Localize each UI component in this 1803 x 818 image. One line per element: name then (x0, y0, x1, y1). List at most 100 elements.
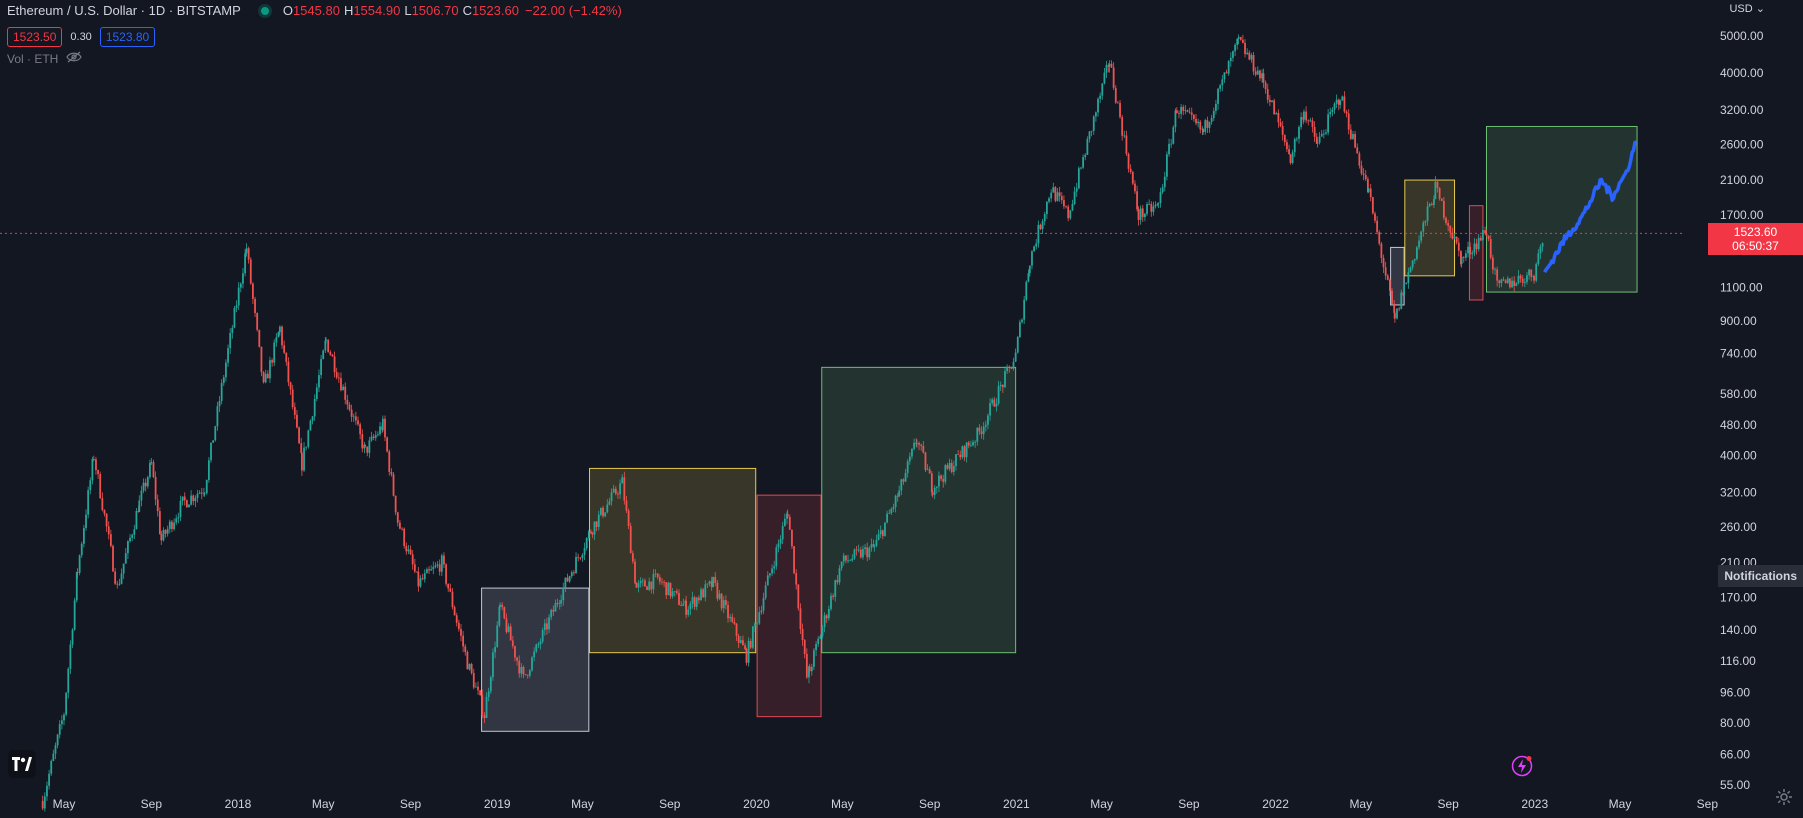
candle (731, 613, 734, 623)
notifications-button[interactable]: Notifications (1718, 565, 1803, 587)
candle (492, 648, 494, 681)
candle (150, 457, 153, 465)
symbol-title[interactable]: Ethereum / U.S. Dollar · 1D · BITSTAMP (7, 3, 241, 18)
candle (819, 634, 822, 639)
candle (1108, 60, 1111, 73)
candle (1252, 52, 1255, 76)
lightning-icon[interactable] (1511, 755, 1533, 777)
candle (89, 477, 92, 495)
range-box-green[interactable] (821, 366, 1017, 654)
candle (501, 602, 504, 611)
candle (896, 492, 899, 502)
buy-button[interactable]: 1523.80 (99, 27, 156, 47)
range-box-red[interactable] (756, 494, 822, 718)
candle (646, 585, 648, 591)
sell-button[interactable]: 1523.50 (7, 27, 63, 47)
candle (1097, 97, 1099, 117)
candle (146, 475, 149, 489)
candle (617, 491, 619, 499)
candle (1506, 276, 1509, 285)
candle (1309, 117, 1312, 123)
candle (1137, 206, 1140, 226)
candle (568, 575, 571, 584)
candle (1080, 166, 1082, 170)
candle (817, 636, 820, 647)
y-tick-label: 80.00 (1720, 716, 1750, 730)
candle (1256, 66, 1259, 76)
candle (904, 468, 907, 483)
candle (1539, 244, 1542, 259)
candle (231, 324, 234, 339)
candle (1407, 267, 1410, 289)
candle (124, 547, 127, 564)
candle (432, 561, 435, 575)
tradingview-logo-icon[interactable] (8, 750, 36, 778)
candle (1121, 114, 1124, 141)
candle (1460, 254, 1463, 268)
eye-off-icon[interactable] (66, 51, 83, 66)
candle (541, 627, 544, 644)
candle (1048, 196, 1050, 204)
candle (289, 381, 292, 395)
candle (320, 354, 322, 379)
candle (283, 340, 286, 355)
candle (388, 449, 391, 476)
candle (1262, 68, 1265, 88)
candle (888, 509, 891, 514)
currency-selector[interactable]: USD ⌄ (1729, 2, 1765, 15)
candle (423, 569, 426, 583)
candle (1523, 278, 1526, 288)
range-box-gray[interactable] (481, 587, 590, 732)
candle (350, 404, 353, 422)
candle (830, 592, 832, 611)
candle (1225, 69, 1228, 74)
y-tick-label: 170.00 (1720, 591, 1757, 605)
candle (1268, 94, 1271, 107)
candle (864, 544, 866, 555)
candle (212, 440, 215, 443)
candle (1114, 85, 1117, 104)
candle (857, 544, 860, 553)
candle (875, 534, 878, 548)
candle (1277, 109, 1280, 128)
candle (775, 544, 778, 570)
candle (65, 691, 68, 717)
candle (1283, 134, 1286, 146)
candle (54, 742, 57, 760)
candle (1453, 232, 1456, 240)
candle (952, 460, 955, 476)
candle (1331, 107, 1334, 117)
y-tick-label: 1700.00 (1720, 208, 1764, 222)
candle (1457, 237, 1460, 257)
candle (667, 581, 670, 596)
candle (305, 446, 308, 451)
candle (407, 544, 410, 555)
range-box-green[interactable] (1485, 125, 1638, 293)
volume-label[interactable]: Vol · ETH (7, 51, 59, 66)
y-tick-label: 5000.00 (1720, 29, 1764, 43)
candle (99, 471, 102, 499)
candle (1154, 201, 1157, 209)
candle (196, 489, 199, 503)
range-box-gray[interactable] (1390, 246, 1405, 306)
y-tick-label: 4000.00 (1720, 66, 1764, 80)
candle (729, 613, 732, 622)
candle (1475, 238, 1478, 255)
candle (514, 645, 516, 662)
ohlc-value: −22.00 (−1.42%) (524, 3, 622, 18)
candle (697, 595, 700, 604)
candle (799, 603, 802, 634)
candle (1082, 154, 1085, 169)
candle (1517, 270, 1520, 285)
candle (129, 533, 131, 543)
gear-icon[interactable] (1775, 788, 1793, 806)
candle (1184, 105, 1187, 115)
range-box-yellow[interactable] (589, 467, 757, 654)
range-box-yellow[interactable] (1404, 179, 1456, 277)
candle (428, 566, 430, 575)
x-tick-label: May (1609, 797, 1632, 811)
candle (1086, 136, 1089, 156)
candle (982, 422, 985, 440)
candle (984, 420, 987, 432)
